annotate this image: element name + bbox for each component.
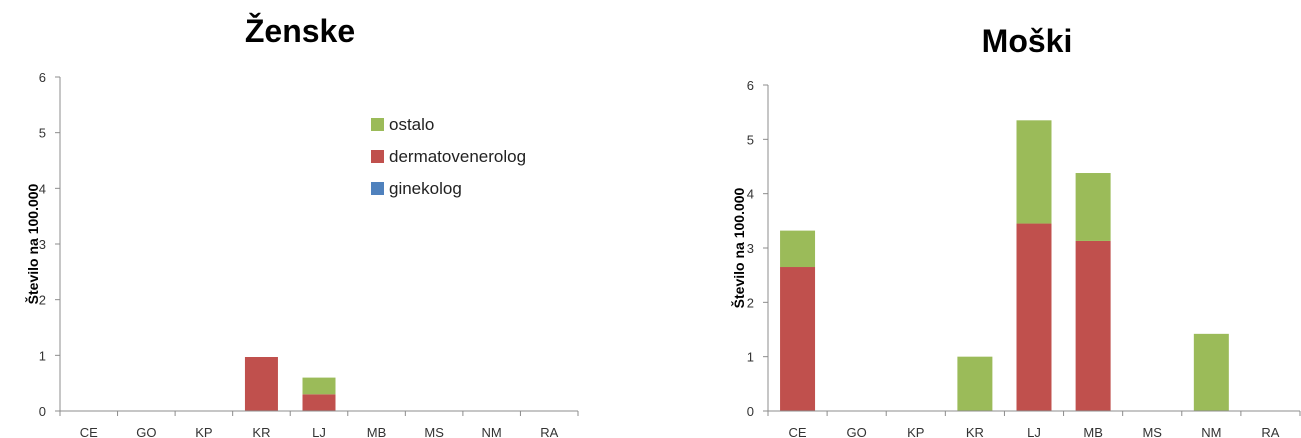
legend-swatch (371, 182, 384, 195)
y-tick-label: 4 (747, 187, 754, 202)
x-tick-label: MB (1083, 425, 1103, 438)
y-tick-label: 0 (747, 404, 754, 419)
bar-dermatovenerolog-CE (780, 267, 816, 411)
legend-label: dermatovenerolog (389, 147, 526, 166)
x-tick-label: LJ (1027, 425, 1041, 438)
y-tick-label: 1 (39, 348, 46, 363)
x-tick-label: MS (424, 425, 444, 438)
y-tick-label: 4 (39, 181, 46, 196)
y-tick-label: 5 (747, 132, 754, 147)
x-tick-label: CE (80, 425, 98, 438)
x-tick-label: NM (1201, 425, 1221, 438)
bar-ostalo-KR (957, 356, 993, 411)
chart-zenske: Ženske Število na 100.000 0 1 2 3 4 5 6 CE GO KP K… (24, 13, 579, 438)
bar-ostalo-CE (780, 230, 816, 268)
y-axis-label: Število na 100.000 (730, 187, 747, 308)
bar-ostalo-LJ (1016, 120, 1052, 224)
y-tick-label: 2 (747, 295, 754, 310)
bar-ostalo-LJ (302, 377, 336, 395)
y-tick-label: 0 (39, 404, 46, 419)
y-tick-label: 6 (747, 78, 754, 93)
legend-label: ginekolog (389, 179, 462, 198)
x-tick-label: LJ (312, 425, 326, 438)
x-tick-label: KP (907, 425, 924, 438)
bar-dermatovenerolog-MB (1075, 240, 1111, 411)
x-tick-label: NM (482, 425, 502, 438)
legend-swatch (371, 118, 384, 131)
x-tick-label: RA (540, 425, 558, 438)
y-tick-label: 6 (39, 70, 46, 85)
y-axis-label: Število na 100.000 (24, 183, 41, 304)
chart-moski: Moški Število na 100.000 0 1 2 3 4 5 6 CE GO KP KR… (730, 23, 1301, 438)
legend: ostalo dermatovenerolog ginekolog (371, 115, 526, 198)
y-tick-label: 3 (39, 237, 46, 252)
bar-dermatovenerolog-KR (244, 357, 278, 411)
x-tick-label: CE (789, 425, 807, 438)
x-tick-label: RA (1261, 425, 1279, 438)
y-tick-label: 2 (39, 293, 46, 308)
x-tick-label: MB (367, 425, 387, 438)
bar-dermatovenerolog-LJ (1016, 223, 1052, 411)
y-tick-label: 5 (39, 126, 46, 141)
x-tick-label: KR (966, 425, 984, 438)
x-tick-label: GO (136, 425, 156, 438)
chart-title: Moški (982, 23, 1073, 59)
bar-dermatovenerolog-LJ (302, 394, 336, 411)
x-tick-label: GO (847, 425, 867, 438)
chart-title: Ženske (245, 13, 355, 49)
legend-swatch (371, 150, 384, 163)
x-tick-label: KP (195, 425, 212, 438)
x-tick-label: MS (1142, 425, 1162, 438)
x-tick-label: KR (252, 425, 270, 438)
bar-ostalo-MB (1075, 173, 1111, 241)
bar-ostalo-NM (1193, 333, 1229, 411)
y-tick-label: 1 (747, 350, 754, 365)
y-tick-label: 3 (747, 241, 754, 256)
legend-label: ostalo (389, 115, 434, 134)
